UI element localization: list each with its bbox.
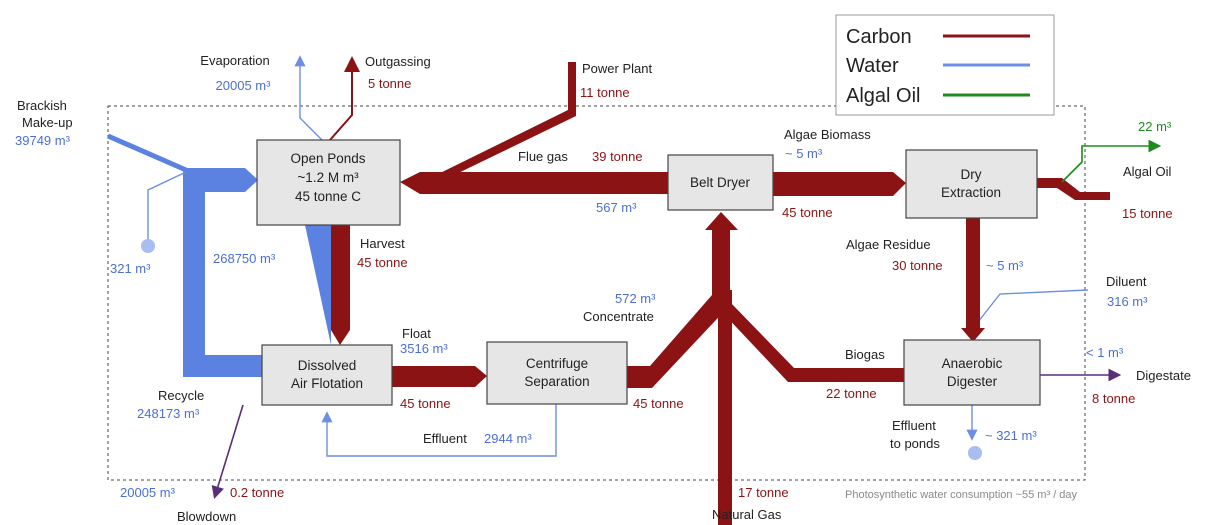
flow-label: 45 tonne — [357, 255, 408, 270]
node-label: Anaerobic — [942, 356, 1003, 371]
flow-label: 20005 m³ — [216, 78, 272, 93]
flow-label: 15 tonne — [1122, 206, 1173, 221]
flow-label: 20005 m³ — [120, 485, 176, 500]
flow-label: ~ 5 m³ — [986, 258, 1024, 273]
node-label: ~1.2 M m³ — [297, 170, 359, 185]
flow-label: 248173 m³ — [137, 406, 200, 421]
oil-flow — [1061, 139, 1162, 183]
flow-label: Algae Residue — [846, 237, 931, 252]
flow-label: 45 tonne — [633, 396, 684, 411]
flow-label: ~ 5 m³ — [785, 146, 823, 161]
node-labels: Open Ponds ~1.2 M m³ 45 tonne C Belt Dry… — [290, 151, 1002, 391]
flow-label: Flue gas — [518, 149, 568, 164]
node-label: Extraction — [941, 185, 1001, 200]
flow-label: 11 tonne — [580, 85, 630, 100]
flow-label: Blowdown — [177, 509, 236, 524]
flow-label: 22 tonne — [826, 386, 877, 401]
carbon-flows — [211, 56, 1122, 525]
flow-label: 268750 m³ — [213, 251, 276, 266]
flow-label: 30 tonne — [892, 258, 943, 273]
note: Photosynthetic water consumption ~55 m³ … — [845, 489, 1078, 501]
nodes — [256, 139, 1041, 406]
node-label: Dry — [961, 167, 982, 182]
flow-label: Brackish — [17, 98, 67, 113]
flow-label: Float — [402, 326, 431, 341]
flow-label: Effluent — [423, 431, 467, 446]
flow-label: Power Plant — [582, 61, 652, 76]
flow-label: 5 tonne — [368, 76, 411, 91]
flow-label: 8 tonne — [1092, 391, 1135, 406]
flow-label: 17 tonne — [738, 485, 789, 500]
flow-label: Diluent — [1106, 274, 1147, 289]
node-label: 45 tonne C — [295, 189, 361, 204]
flow-label: 45 tonne — [782, 205, 833, 220]
flow-label: 321 m³ — [110, 261, 151, 276]
flow-label: Effluent — [892, 418, 936, 433]
flow-label: 572 m³ — [615, 291, 656, 306]
flow-label: 39749 m³ — [15, 133, 71, 148]
flow-label: 316 m³ — [1107, 294, 1148, 309]
node-label: Digester — [947, 374, 998, 389]
legend: Carbon Water Algal Oil — [835, 14, 1055, 116]
flow-label: Outgassing — [365, 54, 431, 69]
flow-label: 567 m³ — [596, 200, 637, 215]
flow-label: Make-up — [22, 115, 73, 130]
flow-label: Natural Gas — [712, 507, 782, 522]
flow-label: Recycle — [158, 388, 204, 403]
flow-label: Concentrate — [583, 309, 654, 324]
flow-label: Algal Oil — [1123, 164, 1172, 179]
legend-label: Algal Oil — [846, 85, 920, 107]
flow-label: Harvest — [360, 236, 405, 251]
node-label: Dissolved — [298, 358, 357, 373]
legend-label: Carbon — [846, 26, 912, 48]
flow-label: ~ 321 m³ — [985, 428, 1037, 443]
flow-label: Biogas — [845, 347, 885, 362]
flow-label: 39 tonne — [592, 149, 643, 164]
flow-labels: Evaporation 20005 m³ Outgassing 5 tonne … — [15, 53, 1191, 524]
boundary — [107, 105, 1086, 481]
flow-label: 45 tonne — [400, 396, 451, 411]
node-label: Air Flotation — [291, 376, 363, 391]
flow-label: 3516 m³ — [400, 341, 448, 356]
flow-label: 22 m³ — [1138, 119, 1172, 134]
flow-label: 2944 m³ — [484, 431, 532, 446]
flow-label: Digestate — [1136, 368, 1191, 383]
flow-label: Algae Biomass — [784, 127, 871, 142]
node-label: Open Ponds — [290, 151, 365, 166]
node-label: Centrifuge — [526, 356, 588, 371]
water-flows — [107, 55, 1089, 460]
flow-label: Evaporation — [200, 53, 269, 68]
node-label: Belt Dryer — [690, 175, 751, 190]
flow-label: < 1 m³ — [1086, 345, 1124, 360]
flow-label: 0.2 tonne — [230, 485, 284, 500]
node-label: Separation — [524, 374, 589, 389]
legend-label: Water — [846, 55, 899, 77]
flow-label: to ponds — [890, 436, 940, 451]
